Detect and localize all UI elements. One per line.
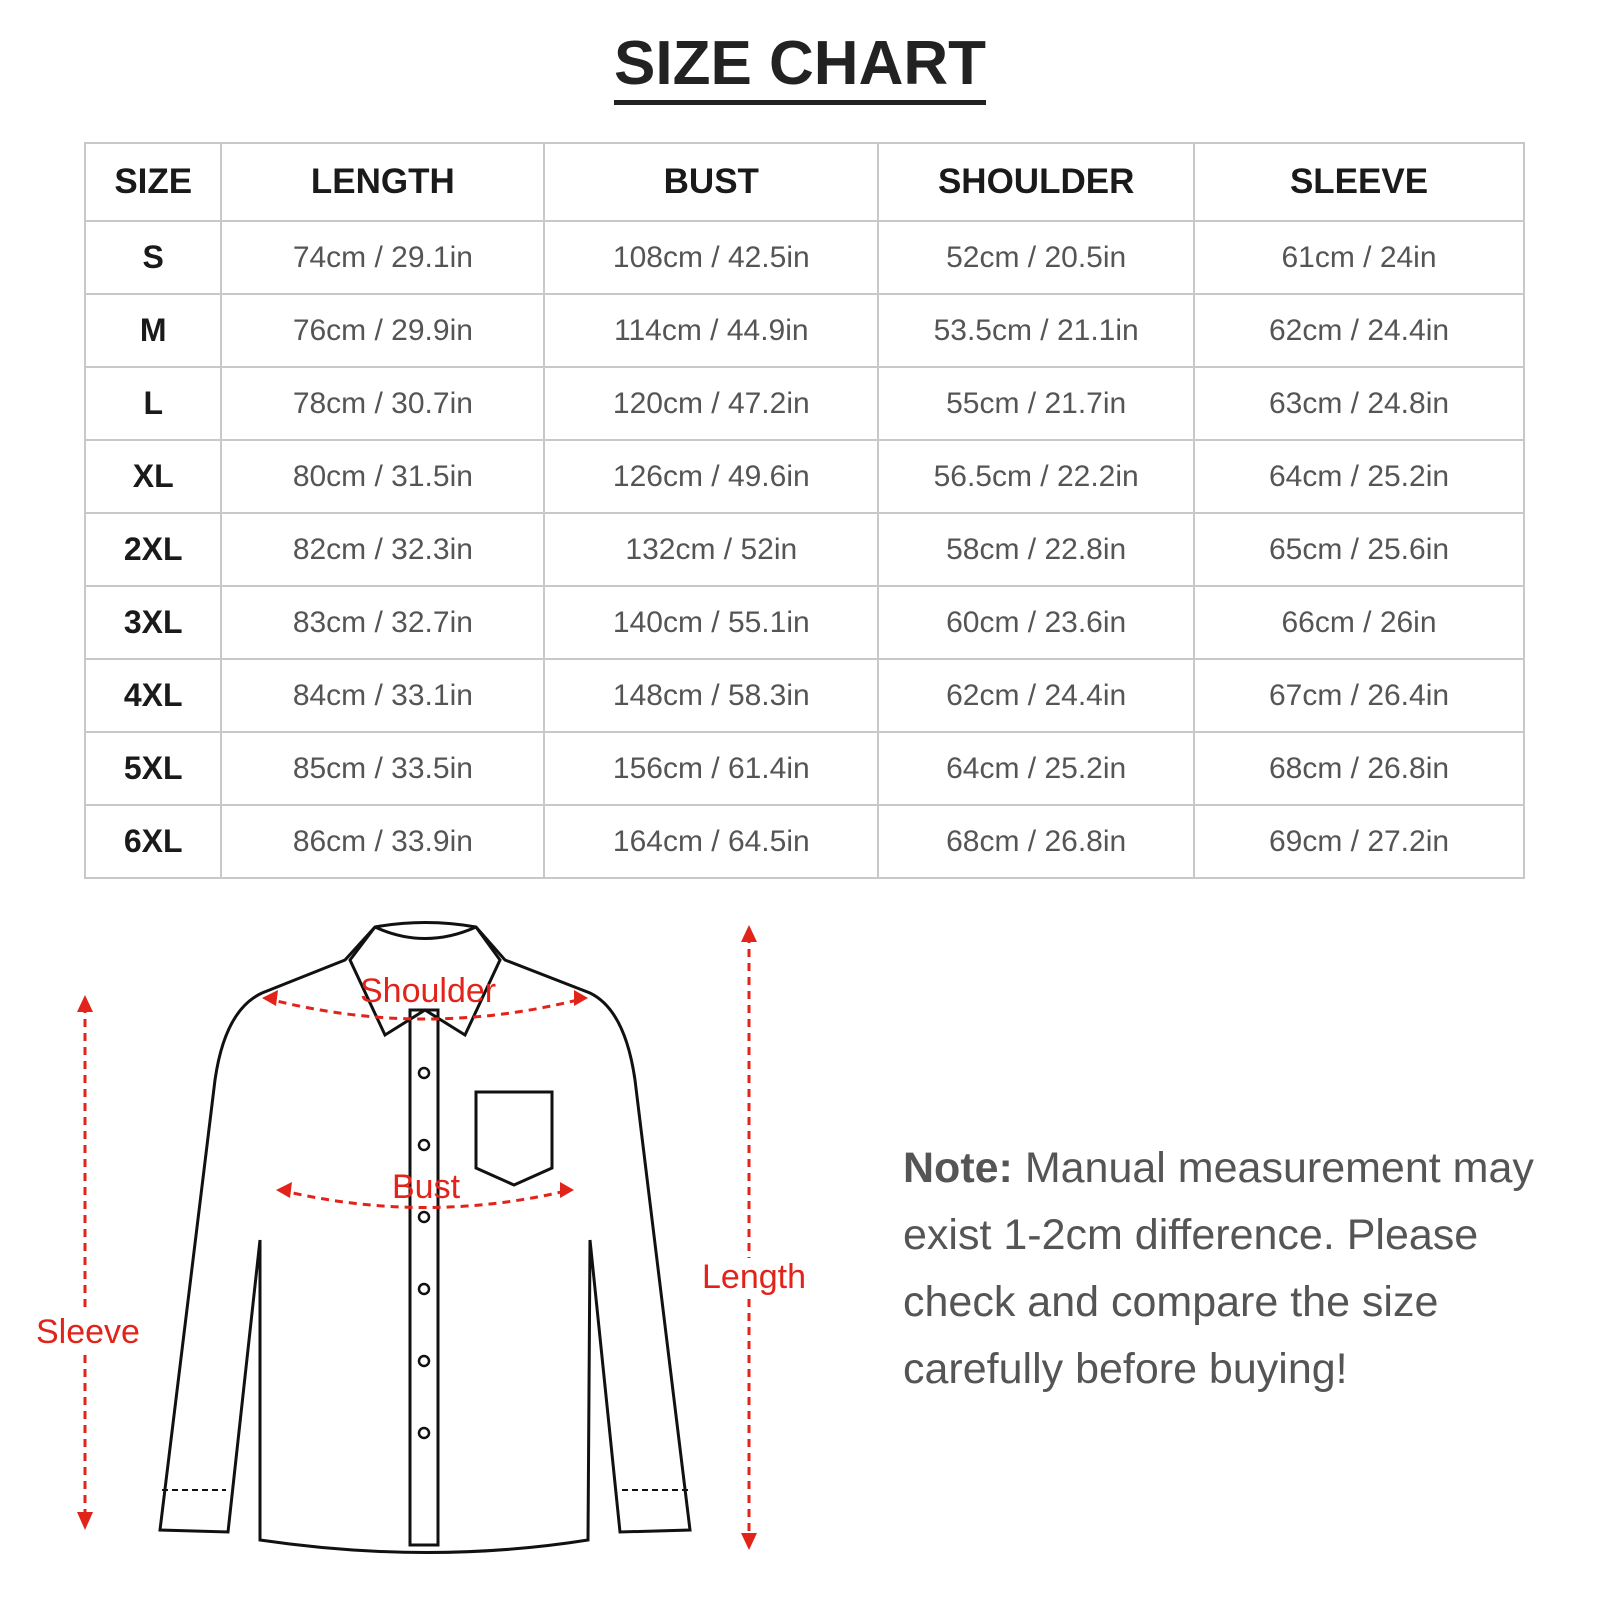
measurement-cell: 63cm / 24.8in	[1193, 366, 1525, 441]
size-cell: 6XL	[83, 804, 223, 879]
measurement-cell: 156cm / 61.4in	[543, 731, 880, 806]
size-cell: 4XL	[83, 658, 223, 733]
measurement-cell: 132cm / 52in	[543, 512, 880, 587]
column-header: SLEEVE	[1193, 142, 1525, 222]
measurement-cell: 126cm / 49.6in	[543, 439, 880, 514]
table-header-row: SIZE LENGTH BUST SHOULDER SLEEVE	[83, 142, 1525, 222]
measurement-cell: 108cm / 42.5in	[543, 220, 880, 295]
size-table: SIZE LENGTH BUST SHOULDER SLEEVE S 74cm / 29.…	[83, 142, 1525, 879]
column-header: SHOULDER	[877, 142, 1196, 222]
table-row: 5XL 85cm / 33.5in 156cm / 61.4in 64cm / 25.…	[83, 731, 1525, 806]
measurement-cell: 74cm / 29.1in	[220, 220, 546, 295]
size-cell: M	[83, 293, 223, 368]
note-label: Note:	[903, 1144, 1013, 1192]
measurement-cell: 164cm / 64.5in	[543, 804, 880, 879]
table-row: M 76cm / 29.9in 114cm / 44.9in 53.5cm / 21.…	[83, 293, 1525, 368]
measurement-cell: 84cm / 33.1in	[220, 658, 546, 733]
measurement-cell: 68cm / 26.8in	[877, 804, 1196, 879]
measurement-cell: 61cm / 24in	[1193, 220, 1525, 295]
table-row: 3XL 83cm / 32.7in 140cm / 55.1in 60cm / 23.…	[83, 585, 1525, 660]
shirt-diagram	[77, 921, 757, 1554]
size-cell: S	[83, 220, 223, 295]
measurement-cell: 60cm / 23.6in	[877, 585, 1196, 660]
measurement-cell: 58cm / 22.8in	[877, 512, 1196, 587]
measurement-cell: 62cm / 24.4in	[877, 658, 1196, 733]
table-row: S 74cm / 29.1in 108cm / 42.5in 52cm / 20.5i…	[83, 220, 1525, 295]
measurement-cell: 83cm / 32.7in	[220, 585, 546, 660]
column-header: SIZE	[83, 142, 223, 222]
measurement-cell: 64cm / 25.2in	[877, 731, 1196, 806]
table-row: 2XL 82cm / 32.3in 132cm / 52in 58cm / 22.8i…	[83, 512, 1525, 587]
table-row: XL 80cm / 31.5in 126cm / 49.6in 56.5cm / 22…	[83, 439, 1525, 514]
measurement-cell: 67cm / 26.4in	[1193, 658, 1525, 733]
buttons	[417, 1066, 431, 1440]
table-row: L 78cm / 30.7in 120cm / 47.2in 55cm / 21.7i…	[83, 366, 1525, 441]
length-label: Length	[702, 1258, 806, 1297]
measurement-cell: 52cm / 20.5in	[877, 220, 1196, 295]
shirt-outline	[158, 921, 692, 1554]
measurement-cell: 68cm / 26.8in	[1193, 731, 1525, 806]
measurement-cell: 64cm / 25.2in	[1193, 439, 1525, 514]
sleeve-label: Sleeve	[36, 1313, 140, 1352]
bust-label: Bust	[392, 1168, 461, 1206]
measurement-cell: 65cm / 25.6in	[1193, 512, 1525, 587]
measurement-cell: 86cm / 33.9in	[220, 804, 546, 879]
measurement-cell: 85cm / 33.5in	[220, 731, 546, 806]
table-row: 4XL 84cm / 33.1in 148cm / 58.3in 62cm / 24.…	[83, 658, 1525, 733]
table-row: 6XL 86cm / 33.9in 164cm / 64.5in 68cm / 26.…	[83, 804, 1525, 879]
measurement-cell: 80cm / 31.5in	[220, 439, 546, 514]
size-cell: 3XL	[83, 585, 223, 660]
measurement-cell: 120cm / 47.2in	[543, 366, 880, 441]
measurement-cell: 53.5cm / 21.1in	[877, 293, 1196, 368]
measurement-cell: 66cm / 26in	[1193, 585, 1525, 660]
measurement-cell: 76cm / 29.9in	[220, 293, 546, 368]
measurement-cell: 62cm / 24.4in	[1193, 293, 1525, 368]
size-cell: 2XL	[83, 512, 223, 587]
measurement-cell: 82cm / 32.3in	[220, 512, 546, 587]
size-cell: 5XL	[83, 731, 223, 806]
measurement-cell: 69cm / 27.2in	[1193, 804, 1525, 879]
measurement-cell: 140cm / 55.1in	[543, 585, 880, 660]
column-header: BUST	[543, 142, 880, 222]
measurement-cell: 114cm / 44.9in	[543, 293, 880, 368]
measurement-cell: 55cm / 21.7in	[877, 366, 1196, 441]
arrowheads	[77, 925, 757, 1550]
note-text: Manual measurement may exist 1-2cm diffe…	[903, 1144, 1534, 1393]
size-cell: L	[83, 366, 223, 441]
note: Note: Manual measurement may exist 1-2cm…	[903, 1135, 1543, 1403]
column-header: LENGTH	[220, 142, 546, 222]
shoulder-label: Shoulder	[360, 972, 497, 1010]
size-cell: XL	[83, 439, 223, 514]
page-title: SIZE CHART	[0, 28, 1600, 105]
measurement-cell: 148cm / 58.3in	[543, 658, 880, 733]
measurement-cell: 78cm / 30.7in	[220, 366, 546, 441]
measurement-cell: 56.5cm / 22.2in	[877, 439, 1196, 514]
measure-lines	[83, 935, 751, 1540]
